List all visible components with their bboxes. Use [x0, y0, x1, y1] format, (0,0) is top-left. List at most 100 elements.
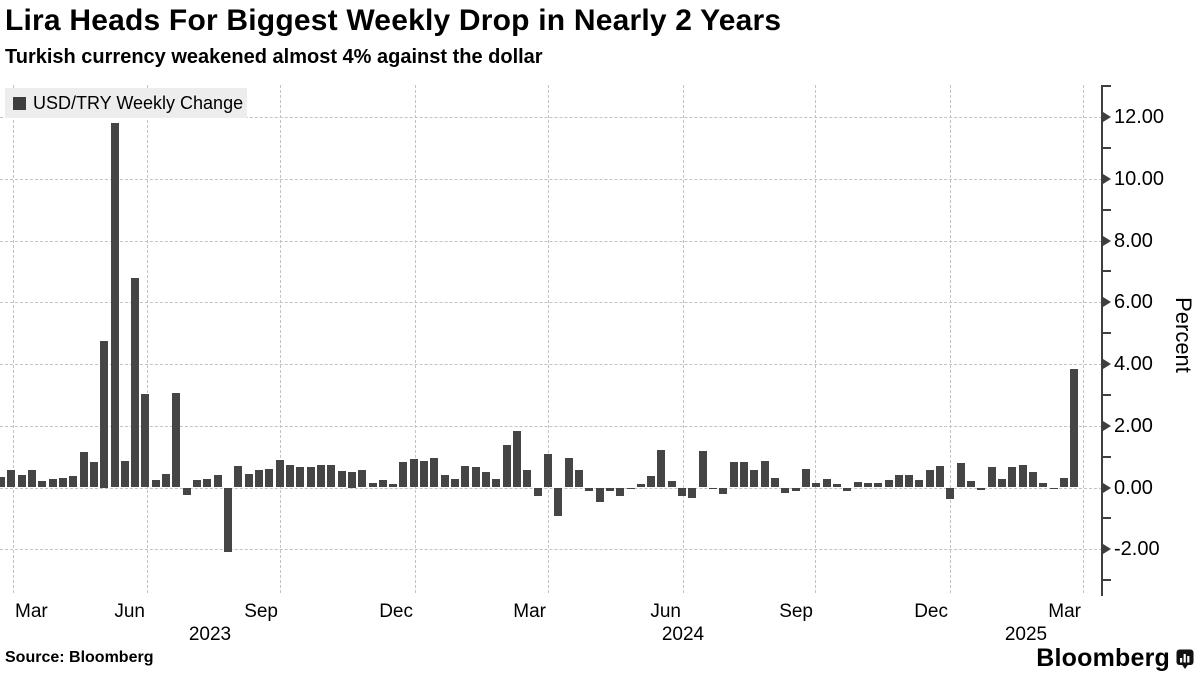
- weekly-change-bar: [471, 467, 480, 488]
- weekly-change-bar: [657, 449, 666, 488]
- weekly-change-bar: [925, 469, 934, 488]
- y-axis-major-tick: [1103, 297, 1111, 308]
- weekly-change-bar: [1049, 487, 1058, 489]
- x-axis-tick-label: Sep: [779, 601, 813, 622]
- weekly-change-bar: [543, 454, 552, 488]
- weekly-change-bar: [616, 487, 625, 496]
- weekly-change-bar: [698, 451, 707, 488]
- weekly-change-bar: [358, 469, 367, 488]
- weekly-change-bar: [647, 476, 656, 488]
- weekly-change-bar: [409, 459, 418, 488]
- y-axis-minor-tick: [1103, 270, 1111, 273]
- weekly-change-bar: [843, 487, 852, 492]
- weekly-change-bar: [1018, 465, 1027, 488]
- weekly-change-bar: [894, 474, 903, 488]
- y-gridline: [0, 487, 1102, 489]
- x-axis-year-label: 2023: [188, 624, 232, 645]
- weekly-change-bar: [38, 480, 47, 488]
- y-axis-tick-label: 4.00: [1114, 353, 1153, 375]
- weekly-change-bar: [48, 478, 57, 488]
- weekly-change-bar: [740, 462, 749, 488]
- weekly-change-bar: [832, 483, 841, 488]
- weekly-change-bar: [482, 471, 491, 488]
- y-axis-major-tick: [1103, 420, 1111, 431]
- weekly-change-bar: [863, 482, 872, 488]
- y-axis-minor-tick: [1103, 208, 1111, 211]
- weekly-change-bar: [306, 466, 315, 488]
- bloomberg-wordmark: Bloomberg: [1036, 644, 1170, 672]
- weekly-change-bar: [750, 469, 759, 488]
- y-axis-major-tick: [1103, 544, 1111, 555]
- y-axis-minor-tick: [1103, 85, 1111, 88]
- weekly-change-bar: [69, 476, 78, 488]
- weekly-change-bar: [771, 478, 779, 488]
- source-note: Source: Bloomberg: [5, 649, 154, 666]
- y-gridline: [0, 240, 1102, 242]
- weekly-change-bar: [564, 458, 573, 488]
- weekly-change-bar: [275, 459, 284, 488]
- x-gridline: [950, 85, 951, 593]
- weekly-change-bar: [513, 431, 521, 488]
- weekly-change-bar: [151, 480, 160, 488]
- weekly-change-bar: [967, 481, 976, 488]
- weekly-change-bar: [347, 472, 356, 488]
- y-axis-major-tick: [1103, 359, 1111, 369]
- weekly-change-bar: [316, 464, 325, 488]
- weekly-change-bar: [688, 487, 697, 499]
- weekly-change-bar: [461, 465, 470, 488]
- weekly-change-bar: [636, 483, 645, 488]
- x-axis-year-label: 2025: [1004, 624, 1048, 645]
- weekly-change-bar: [141, 393, 150, 488]
- y-axis-minor-tick: [1103, 579, 1111, 582]
- weekly-change-bar: [946, 487, 955, 499]
- weekly-change-bar: [110, 122, 119, 488]
- weekly-change-bar: [120, 460, 129, 488]
- y-axis-major-tick: [1103, 112, 1111, 122]
- weekly-change-bar: [595, 487, 604, 503]
- weekly-change-bar: [0, 477, 5, 488]
- y-axis-tick-label: 0.00: [1114, 476, 1153, 499]
- weekly-change-bar: [956, 462, 965, 488]
- weekly-change-bar: [502, 444, 511, 488]
- y-axis-minor-tick: [1103, 332, 1111, 335]
- y-gridline: [0, 302, 1102, 304]
- weekly-change-bar: [801, 469, 810, 488]
- y-axis-tick-label: 12.00: [1114, 106, 1165, 128]
- weekly-change-bar: [977, 487, 986, 490]
- x-axis-tick-label: Jun: [650, 601, 681, 622]
- weekly-change-bar: [27, 469, 36, 488]
- plot-area: [0, 85, 1102, 593]
- weekly-change-bar: [389, 483, 398, 488]
- x-axis-tick-label: Dec: [914, 601, 948, 622]
- weekly-change-bar: [585, 487, 594, 491]
- x-gridline: [548, 85, 549, 593]
- weekly-change-bar: [100, 340, 109, 488]
- weekly-change-bar: [162, 473, 171, 488]
- y-axis-title: Percent: [1171, 297, 1196, 373]
- weekly-change-bar: [936, 466, 945, 488]
- x-axis-tick-label: Sep: [244, 601, 278, 622]
- weekly-change-bar: [1070, 368, 1079, 488]
- weekly-change-bar: [574, 470, 583, 488]
- weekly-change-bar: [998, 479, 1007, 488]
- weekly-change-bar: [1008, 466, 1017, 488]
- chart-subtitle: Turkish currency weakened almost 4% agai…: [5, 46, 543, 68]
- y-axis-tick-label: -2.00: [1114, 538, 1160, 561]
- y-axis-major-tick: [1103, 173, 1111, 184]
- weekly-change-bar: [554, 487, 563, 516]
- weekly-change-bar: [1029, 471, 1037, 488]
- y-gridline: [0, 178, 1102, 180]
- weekly-change-bar: [255, 470, 263, 488]
- x-gridline: [13, 85, 14, 593]
- weekly-change-bar: [719, 487, 728, 495]
- weekly-change-bar: [822, 478, 831, 488]
- x-axis-tick-label: Mar: [15, 601, 48, 622]
- y-axis-tick-label: 10.00: [1114, 167, 1165, 190]
- weekly-change-bar: [203, 479, 212, 488]
- weekly-change-bar: [605, 487, 614, 491]
- x-axis-tick-label: Mar: [513, 601, 546, 622]
- weekly-change-bar: [523, 470, 532, 488]
- weekly-change-bar: [626, 487, 635, 489]
- chart-title: Lira Heads For Biggest Weekly Drop in Ne…: [5, 4, 782, 37]
- x-gridline: [147, 85, 148, 593]
